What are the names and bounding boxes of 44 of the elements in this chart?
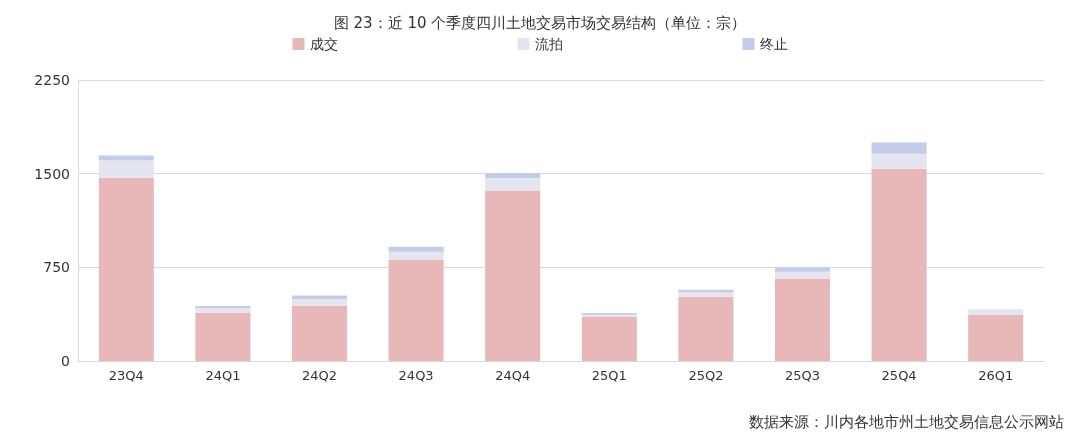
x-tick-label: 24Q3	[398, 368, 434, 383]
bar	[871, 153, 927, 169]
bar	[388, 246, 444, 252]
x-tick-label: 23Q4	[108, 368, 144, 383]
x-tick-label: 26Q1	[978, 368, 1014, 383]
bar	[774, 267, 831, 272]
bar	[291, 305, 348, 361]
bar	[485, 178, 541, 191]
y-tick-label: 0	[61, 353, 70, 369]
chart-title: 图 23：近 10 个季度四川土地交易市场交易结构（单位：宗）	[333, 13, 747, 32]
bar	[195, 312, 251, 361]
bar	[774, 271, 831, 279]
y-tick-label: 1500	[34, 165, 70, 182]
bar	[968, 314, 1024, 361]
bar	[678, 292, 734, 297]
bar	[968, 309, 1024, 315]
y-tick-label: 750	[43, 259, 70, 276]
bar	[195, 307, 251, 313]
x-tick-label: 25Q4	[881, 368, 917, 383]
x-tick-label: 25Q3	[784, 368, 821, 383]
bar	[485, 173, 541, 179]
bar	[291, 295, 348, 300]
bar	[98, 155, 154, 161]
x-tick-label: 24Q4	[495, 368, 531, 383]
bar	[871, 142, 927, 154]
bar	[98, 178, 154, 361]
x-tick-label: 25Q1	[591, 368, 627, 383]
legend-label: 成交	[309, 36, 338, 52]
x-tick-label: 24Q2	[301, 368, 338, 383]
source-note: 数据来源：川内各地市州土地交易信息公示网站	[749, 412, 1064, 431]
bar	[581, 316, 637, 361]
legend-label: 流拍	[534, 36, 563, 52]
bar	[388, 259, 444, 361]
y-tick-label: 2250	[34, 72, 70, 88]
x-tick-label: 24Q1	[205, 368, 241, 383]
bar	[678, 296, 734, 361]
bar	[871, 168, 927, 361]
legend-label: 终止	[759, 36, 788, 52]
bar	[98, 160, 154, 179]
bar	[774, 278, 831, 361]
bar	[388, 251, 444, 260]
bar	[485, 190, 541, 361]
bar	[291, 299, 348, 306]
x-tick-label: 25Q2	[688, 368, 724, 383]
